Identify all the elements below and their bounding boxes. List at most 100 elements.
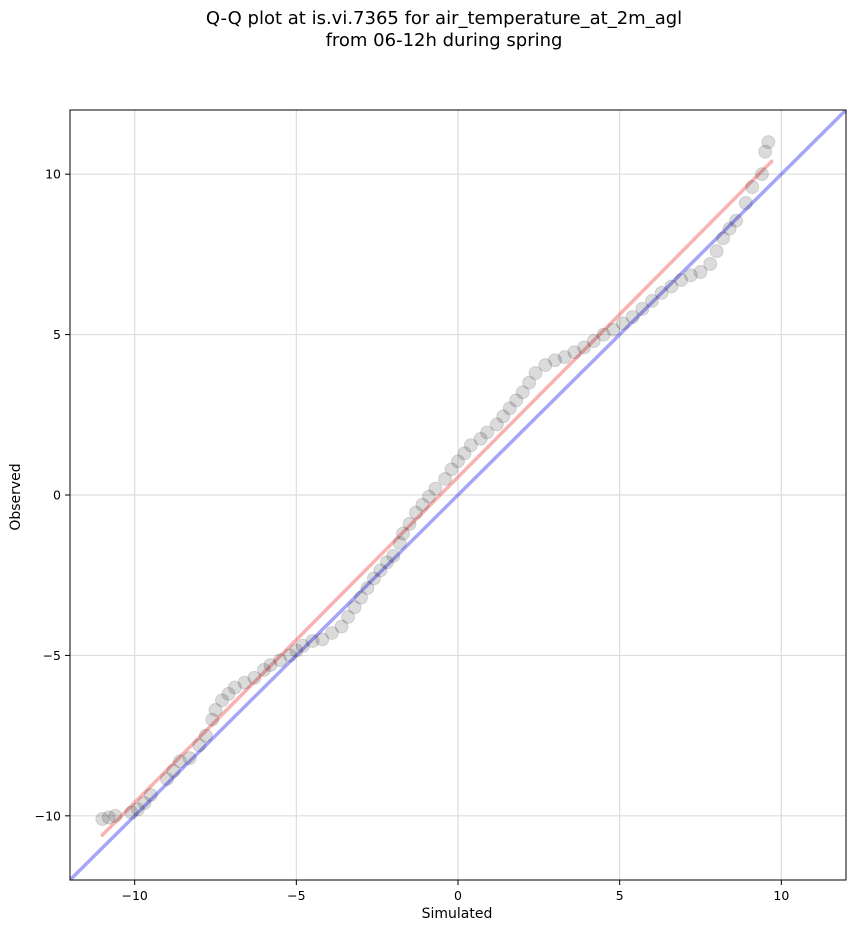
data-point xyxy=(729,213,744,228)
data-point xyxy=(654,285,669,300)
data-point xyxy=(386,548,401,563)
data-point xyxy=(758,144,773,159)
data-point xyxy=(548,353,562,368)
chart-title-block: Q-Q plot at is.vi.7365 for air_temperatu… xyxy=(0,8,854,52)
data-point xyxy=(221,686,236,701)
data-point xyxy=(373,563,388,578)
y-tick-label: −5 xyxy=(43,648,61,663)
data-point xyxy=(379,555,394,570)
data-point xyxy=(341,609,356,624)
data-point xyxy=(674,273,689,288)
data-point xyxy=(366,571,381,586)
data-point xyxy=(606,322,621,337)
data-point xyxy=(160,771,174,786)
data-point xyxy=(166,763,181,778)
data-point xyxy=(392,536,407,551)
data-point xyxy=(192,738,207,753)
data-point xyxy=(124,805,139,820)
data-point xyxy=(408,505,423,520)
data-point xyxy=(515,385,530,400)
data-point xyxy=(528,366,543,381)
data-point xyxy=(237,675,252,690)
data-point xyxy=(567,345,582,360)
data-point xyxy=(438,471,453,486)
data-point xyxy=(257,662,271,677)
data-point xyxy=(754,167,769,182)
data-point xyxy=(722,221,737,236)
x-tick-label: 10 xyxy=(773,888,789,903)
data-point xyxy=(693,265,708,280)
data-point xyxy=(522,375,537,390)
data-point xyxy=(664,279,679,294)
data-point xyxy=(444,462,459,477)
data-point xyxy=(95,812,110,827)
data-point xyxy=(402,516,417,531)
data-point xyxy=(205,712,220,727)
data-point xyxy=(745,180,760,194)
data-point xyxy=(502,401,517,416)
data-point xyxy=(761,135,776,150)
data-point xyxy=(347,600,362,615)
data-point xyxy=(496,409,511,424)
data-point xyxy=(615,316,630,331)
data-point xyxy=(421,489,436,504)
data-point xyxy=(305,633,320,648)
data-point xyxy=(143,787,158,802)
x-tick-label: −10 xyxy=(121,888,147,903)
chart-subtitle: from 06-12h during spring xyxy=(325,30,563,51)
data-point xyxy=(263,658,278,673)
data-point xyxy=(282,648,297,663)
data-point xyxy=(295,638,310,653)
data-point xyxy=(509,393,524,408)
data-point xyxy=(273,653,288,668)
data-point xyxy=(198,728,213,743)
data-point xyxy=(538,358,553,373)
fit-line xyxy=(100,159,774,837)
data-point xyxy=(489,417,504,432)
data-point xyxy=(289,643,304,658)
data-point xyxy=(645,293,659,308)
data-point xyxy=(586,334,601,348)
data-point xyxy=(247,670,262,685)
y-tick-label: 5 xyxy=(53,327,61,342)
data-point xyxy=(315,632,330,647)
data-point xyxy=(473,431,488,446)
data-point xyxy=(457,446,472,461)
data-point xyxy=(716,231,731,246)
data-point xyxy=(108,808,123,823)
data-point xyxy=(396,526,411,541)
plot-area xyxy=(70,110,846,880)
data-point xyxy=(182,751,197,766)
data-point xyxy=(577,340,592,355)
data-point xyxy=(596,327,611,342)
data-point xyxy=(428,481,443,496)
data-point xyxy=(738,196,753,211)
data-point xyxy=(101,810,116,825)
data-point xyxy=(130,802,145,817)
data-point xyxy=(451,454,465,469)
data-point xyxy=(703,257,718,271)
data-point xyxy=(227,680,242,695)
x-tick-label: 5 xyxy=(616,888,624,903)
y-tick-label: 10 xyxy=(45,167,61,182)
data-point xyxy=(415,497,430,512)
y-tick-label: −10 xyxy=(35,808,61,823)
identity-line xyxy=(70,110,846,880)
data-point xyxy=(214,693,229,708)
data-point xyxy=(334,619,349,634)
data-point xyxy=(360,581,375,596)
data-point xyxy=(625,309,640,324)
data-point xyxy=(324,625,339,640)
data-point xyxy=(635,301,650,316)
x-tick-label: −5 xyxy=(287,888,305,903)
data-point xyxy=(480,425,495,440)
y-tick-label: 0 xyxy=(53,488,61,503)
x-tick-label: 0 xyxy=(454,888,462,903)
data-point xyxy=(683,268,698,283)
data-point xyxy=(208,702,223,717)
data-point xyxy=(172,754,187,769)
data-point xyxy=(557,350,572,365)
data-point xyxy=(137,796,152,810)
y-axis-label: Observed xyxy=(8,463,24,531)
